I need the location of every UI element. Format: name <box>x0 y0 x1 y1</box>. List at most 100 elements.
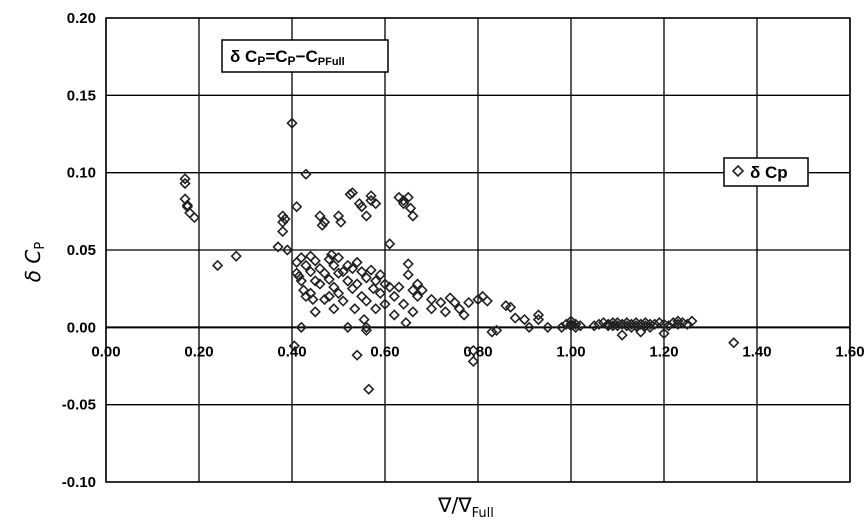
data-point <box>379 298 391 310</box>
annotation-sub-a: P <box>257 54 265 68</box>
data-point <box>356 266 368 278</box>
x-tick-label: 1.00 <box>556 343 585 360</box>
x-tick-label: 0.20 <box>184 343 213 360</box>
data-point <box>402 258 414 270</box>
data-point <box>607 320 619 332</box>
data-point <box>384 281 396 293</box>
data-point <box>300 259 312 272</box>
data-point <box>402 269 414 281</box>
data-point <box>323 273 335 286</box>
x-tick-labels: 0.00 0.20 0.40 0.60 0.80 1.00 1.20 1.40 1.60 <box>91 343 864 360</box>
annotation-text-c: −C <box>296 47 318 66</box>
data-point <box>179 177 191 190</box>
data-point <box>649 318 661 330</box>
data-point <box>370 275 382 287</box>
data-point <box>453 303 466 315</box>
y-tick-label: 0.05 <box>67 242 96 259</box>
data-point <box>351 278 363 290</box>
data-point <box>504 301 517 313</box>
data-point <box>400 317 412 329</box>
x-axis-title-main: ∇/∇ <box>437 493 472 517</box>
data-point <box>360 321 373 333</box>
data-point <box>439 306 452 318</box>
data-point <box>356 290 368 303</box>
data-point <box>681 318 693 330</box>
data-point <box>490 324 503 337</box>
grid-lines <box>105 17 851 483</box>
data-point <box>307 293 319 306</box>
data-point <box>314 278 326 290</box>
data-point <box>272 241 284 253</box>
data-point <box>393 281 405 293</box>
data-point <box>407 306 419 318</box>
data-point <box>281 244 293 256</box>
data-point <box>300 290 312 303</box>
y-axis-title-sub: P <box>33 242 48 250</box>
data-point <box>621 317 633 329</box>
data-point <box>360 210 373 222</box>
data-point <box>542 321 554 333</box>
x-tick-label: 1.40 <box>742 343 771 360</box>
data-point <box>337 266 349 278</box>
data-point <box>407 210 419 222</box>
data-point <box>304 250 317 262</box>
data-point <box>332 267 345 279</box>
data-point <box>230 250 242 262</box>
data-point <box>621 320 633 332</box>
data-point <box>593 318 605 330</box>
data-point <box>188 211 200 224</box>
data-point <box>523 321 535 333</box>
data-point <box>532 313 545 326</box>
data-point <box>449 296 461 309</box>
data-point <box>616 329 628 341</box>
data-point <box>435 296 447 309</box>
data-point <box>532 309 545 321</box>
x-tick-label: 0.80 <box>463 343 492 360</box>
data-point <box>356 201 368 213</box>
data-point <box>300 168 312 180</box>
x-tick-label: 0.40 <box>277 343 306 360</box>
data-point <box>332 287 345 299</box>
data-point <box>500 300 512 312</box>
data-point <box>304 266 317 278</box>
data-point <box>346 262 359 275</box>
legend: δ Cp <box>723 157 809 187</box>
data-point <box>342 275 354 287</box>
data-point <box>314 210 326 222</box>
y-tick-label: 0.20 <box>67 10 96 27</box>
data-point <box>316 219 328 231</box>
data-point <box>388 309 400 321</box>
data-point <box>365 194 377 207</box>
y-tick-label: -0.10 <box>62 474 96 491</box>
y-tick-label: 0.10 <box>67 165 96 182</box>
data-point <box>686 315 698 327</box>
y-tick-label: 0.00 <box>67 319 96 336</box>
data-point <box>288 340 300 352</box>
x-axis-title: ∇/∇Full <box>437 493 494 521</box>
y-tick-label: 0.15 <box>67 87 96 104</box>
data-point <box>444 292 456 304</box>
legend-label: δ Cp <box>750 163 788 182</box>
data-point <box>416 284 428 296</box>
data-point <box>351 256 363 269</box>
data-point <box>291 201 303 213</box>
data-point <box>588 320 600 332</box>
data-point <box>402 191 414 204</box>
data-point <box>346 283 359 295</box>
data-point <box>658 327 670 340</box>
data-point <box>411 278 424 290</box>
data-point <box>309 306 321 318</box>
data-point <box>295 252 307 264</box>
data-point <box>365 264 377 276</box>
data-point <box>728 337 740 349</box>
data-point <box>342 259 354 272</box>
data-point <box>556 321 568 333</box>
data-point <box>574 320 586 332</box>
y-axis-title-main: δ C <box>21 250 45 283</box>
data-point <box>291 256 303 269</box>
y-tick-label: -0.05 <box>62 397 96 414</box>
data-point <box>388 290 400 303</box>
data-point <box>295 275 307 287</box>
data-point <box>293 270 305 282</box>
